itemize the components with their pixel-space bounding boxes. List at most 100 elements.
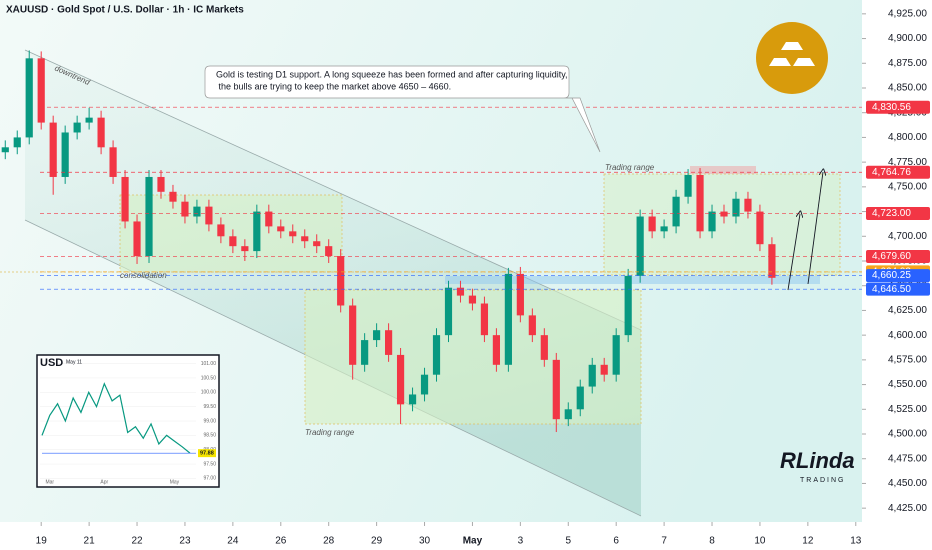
level-label: 4,764.76 — [872, 167, 911, 178]
level-label: 4,646.50 — [872, 284, 911, 295]
candle-body — [600, 364, 608, 375]
candle-body — [576, 386, 584, 410]
candle-body — [756, 211, 764, 245]
candle-body — [217, 224, 225, 237]
chart-title: XAUUSD · Gold Spot / U.S. Dollar · 1h · … — [6, 5, 244, 16]
x-tick-label: 24 — [227, 536, 239, 547]
candle-body — [516, 273, 524, 316]
candle-body — [648, 216, 656, 232]
candle-body — [349, 305, 357, 365]
candle-body — [480, 303, 489, 336]
y-tick-label: 4,800.00 — [888, 132, 927, 143]
candle-body — [768, 244, 776, 278]
gold-icon — [756, 22, 828, 94]
x-tick-label: 30 — [419, 536, 431, 547]
candle-body — [744, 198, 752, 212]
x-tick-label: 23 — [179, 536, 191, 547]
zone-label: consolidation — [120, 271, 167, 280]
candle-body — [456, 287, 465, 296]
candle-body — [169, 191, 177, 202]
inset-y-tick-label: 99.50 — [203, 404, 216, 410]
candle-body — [660, 226, 668, 232]
candle-body — [145, 176, 153, 257]
annotation: the bulls are trying to keep the market … — [216, 81, 451, 91]
level-label: 4,679.60 — [872, 251, 911, 262]
x-tick-label: 10 — [754, 536, 766, 547]
candle-body — [277, 226, 285, 232]
x-tick-label: 26 — [275, 536, 287, 547]
arrow — [807, 172, 823, 285]
candle-body — [492, 335, 500, 365]
candle-body — [408, 394, 417, 405]
candle-body — [444, 287, 453, 336]
candle-body — [109, 147, 117, 177]
logo-sub: TRADING — [800, 477, 846, 484]
inset-x-tick-label: Apr — [100, 479, 108, 485]
inset-subtitle: May 11 — [66, 359, 82, 365]
level-badge — [866, 249, 930, 263]
candle-body — [420, 374, 429, 395]
candle-body — [193, 206, 201, 217]
candle-body — [373, 330, 381, 341]
y-tick-label: 4,425.00 — [888, 503, 927, 514]
x-tick-label: 28 — [323, 536, 335, 547]
candle-body — [265, 211, 273, 227]
axes: 4,925.004,900.004,875.004,850.004,825.00… — [36, 8, 930, 547]
callout-box — [204, 65, 601, 153]
candle-body — [528, 315, 536, 336]
y-tick-label: 4,750.00 — [888, 181, 927, 192]
zone-label: Trading range — [605, 163, 655, 172]
candle-body — [337, 256, 345, 306]
consolidation-zone — [119, 194, 343, 273]
y-tick-label: 4,475.00 — [888, 453, 927, 464]
y-tick-label: 4,600.00 — [888, 330, 927, 341]
x-tick-label: 13 — [850, 536, 862, 547]
x-tick-label: 8 — [709, 536, 715, 547]
candle-body — [97, 117, 105, 148]
inset-y-tick-label: 100.50 — [201, 375, 217, 381]
level-badge — [866, 269, 930, 283]
level-badge — [866, 100, 930, 114]
level-label: 4,660.25 — [872, 270, 911, 281]
level-badge — [866, 207, 930, 221]
candle-body — [181, 201, 189, 217]
inset-y-tick-label: 100.00 — [201, 390, 217, 396]
x-tick-label: 7 — [661, 536, 667, 547]
x-tick-label: 5 — [565, 536, 571, 547]
candle-body — [61, 132, 69, 177]
candle-body — [385, 330, 393, 355]
x-tick-label: 6 — [613, 536, 619, 547]
gold-bars-icon — [769, 42, 815, 66]
inset-line — [41, 382, 191, 454]
y-tick-label: 4,775.00 — [888, 157, 927, 168]
level-badge — [866, 282, 930, 296]
candle-body — [121, 176, 129, 222]
trading-range-zone — [304, 289, 642, 425]
candle-body — [396, 354, 405, 405]
inset-x-tick-label: Mar — [45, 479, 54, 485]
y-tick-label: 4,450.00 — [888, 478, 927, 489]
x-tick-label: 3 — [518, 536, 524, 547]
y-tick-label: 4,575.00 — [888, 355, 927, 366]
candle-body — [1, 147, 9, 153]
y-tick-label: 4,550.00 — [888, 379, 927, 390]
candle-body — [468, 295, 477, 304]
y-tick-label: 4,925.00 — [888, 8, 927, 19]
candle-body — [361, 340, 369, 365]
x-tick-label: 29 — [371, 536, 383, 547]
candle-body — [241, 246, 249, 252]
candle-body — [133, 221, 141, 257]
logo: RLinda — [780, 448, 855, 473]
inset: 101.00100.50100.0099.5099.0098.5098.0097… — [40, 361, 216, 485]
candle-body — [205, 206, 213, 225]
y-tick-label: 4,525.00 — [888, 404, 927, 415]
candle-body — [253, 211, 261, 252]
candle-body — [13, 137, 21, 148]
inset-x-tick-label: May — [170, 479, 180, 485]
candle-body — [672, 196, 680, 227]
arrow — [787, 214, 800, 291]
candle-body — [157, 176, 165, 192]
plot — [1, 50, 862, 433]
candle-body — [540, 335, 548, 360]
